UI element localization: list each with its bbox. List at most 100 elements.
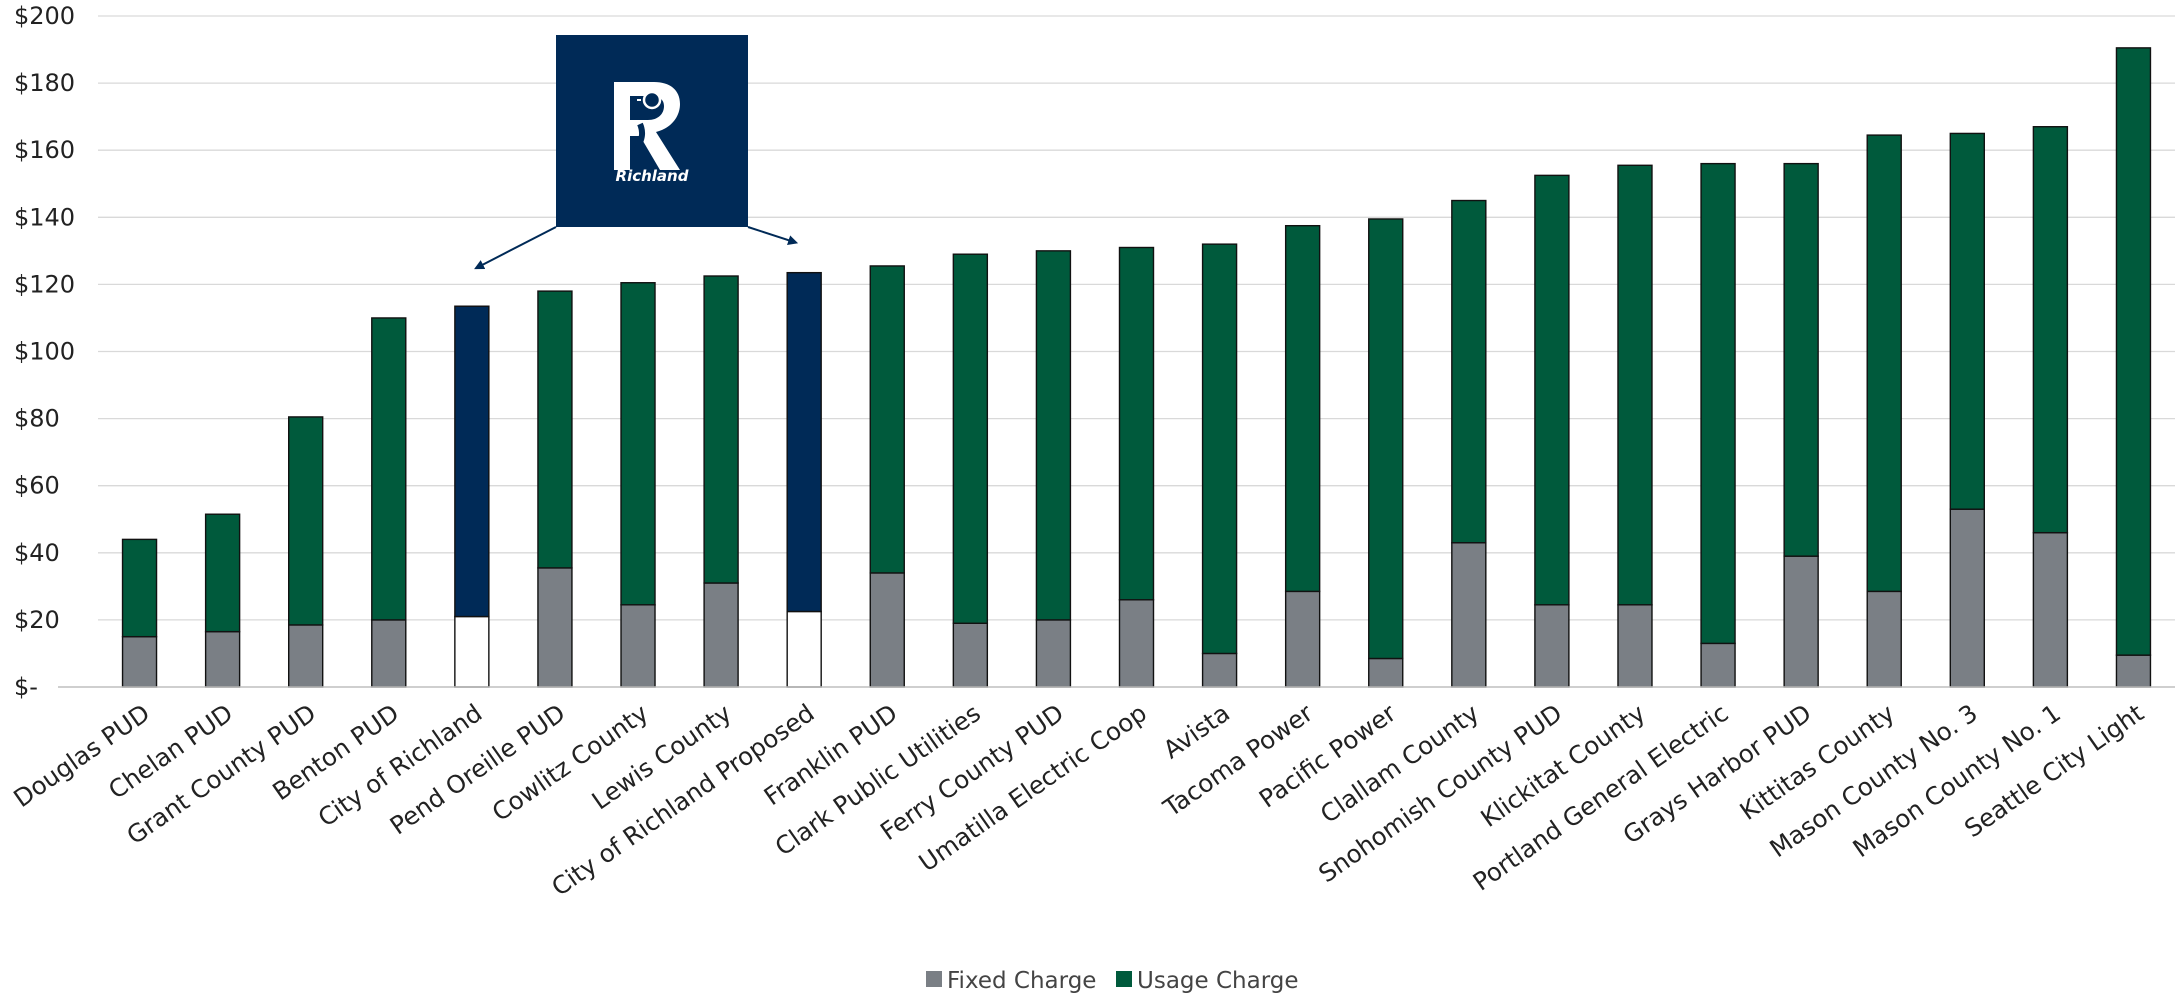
bar-usage-charge bbox=[2115, 47, 2152, 656]
bar-usage-charge bbox=[1700, 162, 1736, 645]
bar-usage-charge bbox=[1451, 199, 1487, 544]
bar-usage-charge bbox=[121, 538, 158, 638]
y-tick-label: $60 bbox=[14, 472, 60, 500]
y-tick-label: $120 bbox=[14, 270, 75, 298]
y-tick-label: $180 bbox=[14, 69, 75, 97]
bar-group bbox=[371, 317, 407, 688]
y-tick-label: $20 bbox=[14, 606, 60, 634]
bar-usage-charge bbox=[1201, 243, 1238, 655]
bar-group bbox=[869, 265, 905, 688]
annotation-arrow-right bbox=[747, 226, 799, 245]
bar-group bbox=[1284, 224, 1321, 688]
bar-group bbox=[1783, 162, 1819, 688]
y-tick-label: $- bbox=[14, 673, 38, 701]
bar-fixed-charge bbox=[1201, 652, 1238, 688]
legend-label: Fixed Charge bbox=[947, 968, 1096, 994]
bar-usage-charge bbox=[1035, 250, 1072, 621]
y-axis-ticks: $- $20 $40 $60 $80 $100 $120 $140 $160 $180 $200 bbox=[14, 2, 75, 701]
bar-usage-charge bbox=[1118, 246, 1155, 601]
bar-usage-charge bbox=[454, 305, 490, 618]
bar-group bbox=[703, 275, 739, 688]
bar-fixed-charge bbox=[1949, 508, 1986, 688]
bar-usage-charge bbox=[1284, 224, 1321, 593]
bar-fixed-charge bbox=[2115, 654, 2152, 688]
bar-usage-charge bbox=[288, 416, 324, 626]
bar-fixed-charge bbox=[952, 622, 989, 688]
bar-fixed-charge bbox=[1783, 555, 1819, 688]
bar-usage-charge bbox=[620, 282, 656, 606]
bar-usage-charge bbox=[952, 253, 989, 624]
bar-fixed-charge bbox=[620, 604, 656, 688]
annotation-arrow-left bbox=[474, 226, 557, 270]
bar-fixed-charge bbox=[371, 619, 407, 688]
bar-fixed-charge bbox=[1866, 590, 1902, 688]
bar-group bbox=[1866, 134, 1902, 688]
richland-logo-icon bbox=[614, 82, 680, 171]
bar-usage-charge bbox=[204, 513, 241, 633]
legend: Fixed Charge Usage Charge bbox=[926, 968, 1299, 994]
bar-group bbox=[1118, 246, 1155, 688]
bar-fixed-charge bbox=[1451, 542, 1487, 688]
bar-group bbox=[1949, 132, 1986, 688]
bar-group bbox=[1035, 250, 1072, 688]
bar-usage-charge bbox=[1534, 174, 1570, 606]
bar-group bbox=[2115, 47, 2152, 688]
bar-usage-charge bbox=[537, 290, 573, 569]
bar-fixed-charge bbox=[869, 572, 905, 688]
bar-group bbox=[1368, 218, 1404, 688]
bar-fixed-charge bbox=[1035, 619, 1072, 688]
bar-group bbox=[1451, 199, 1487, 688]
bar-group bbox=[1700, 162, 1736, 688]
bar-fixed-charge bbox=[786, 610, 822, 688]
bar-usage-charge bbox=[1617, 164, 1653, 606]
bar-usage-charge bbox=[1866, 134, 1902, 593]
legend-item: Usage Charge bbox=[1116, 968, 1299, 994]
y-tick-label: $80 bbox=[14, 405, 60, 433]
x-category-label: Douglas PUD bbox=[8, 698, 155, 813]
bar-fixed-charge bbox=[1118, 599, 1155, 688]
bar-usage-charge bbox=[869, 265, 905, 574]
bar-group bbox=[454, 305, 490, 688]
bar-group bbox=[786, 271, 822, 688]
bar-fixed-charge bbox=[1534, 604, 1570, 688]
bar-fixed-charge bbox=[2032, 531, 2069, 688]
bar-fixed-charge bbox=[1617, 604, 1653, 688]
bar-usage-charge bbox=[1368, 218, 1404, 660]
y-tick-label: $160 bbox=[14, 136, 75, 164]
legend-swatch bbox=[1116, 971, 1132, 987]
bar-usage-charge bbox=[1783, 162, 1819, 557]
bar-usage-charge bbox=[2032, 126, 2069, 534]
bar-group bbox=[121, 538, 158, 688]
bar-usage-charge bbox=[1949, 132, 1986, 510]
bar-fixed-charge bbox=[454, 615, 490, 688]
bar-group bbox=[288, 416, 324, 688]
bar-fixed-charge bbox=[703, 582, 739, 688]
bar-fixed-charge bbox=[1284, 590, 1321, 688]
y-tick-label: $100 bbox=[14, 338, 75, 366]
richland-logo-text: Richland bbox=[616, 167, 689, 185]
bars bbox=[121, 47, 2152, 688]
y-tick-label: $200 bbox=[14, 2, 75, 30]
bar-group bbox=[2032, 126, 2069, 688]
bar-group bbox=[952, 253, 989, 688]
bar-group bbox=[1534, 174, 1570, 688]
bar-group bbox=[1617, 164, 1653, 688]
bar-usage-charge bbox=[371, 317, 407, 621]
bar-fixed-charge bbox=[1700, 642, 1736, 688]
legend-swatch bbox=[926, 971, 942, 987]
y-tick-label: $40 bbox=[14, 539, 60, 567]
bar-group bbox=[620, 282, 656, 688]
bar-group bbox=[1201, 243, 1238, 688]
bar-fixed-charge bbox=[537, 567, 573, 688]
bar-fixed-charge bbox=[204, 630, 241, 688]
bar-fixed-charge bbox=[288, 624, 324, 688]
y-tick-label: $140 bbox=[14, 203, 75, 231]
bar-usage-charge bbox=[786, 271, 822, 613]
bar-group bbox=[204, 513, 241, 688]
legend-item: Fixed Charge bbox=[926, 968, 1096, 994]
bar-fixed-charge bbox=[1368, 657, 1404, 688]
legend-label: Usage Charge bbox=[1137, 968, 1299, 994]
